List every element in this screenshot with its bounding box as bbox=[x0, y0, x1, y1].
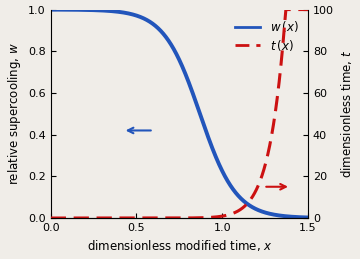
Y-axis label: dimensionless time, $t$: dimensionless time, $t$ bbox=[339, 50, 355, 178]
Y-axis label: relative supercooling, $w$: relative supercooling, $w$ bbox=[5, 42, 23, 185]
Legend: $w\,(x)$, $t\,(x)$: $w\,(x)$, $t\,(x)$ bbox=[231, 16, 302, 56]
X-axis label: dimensionless modified time, $x$: dimensionless modified time, $x$ bbox=[87, 239, 272, 254]
